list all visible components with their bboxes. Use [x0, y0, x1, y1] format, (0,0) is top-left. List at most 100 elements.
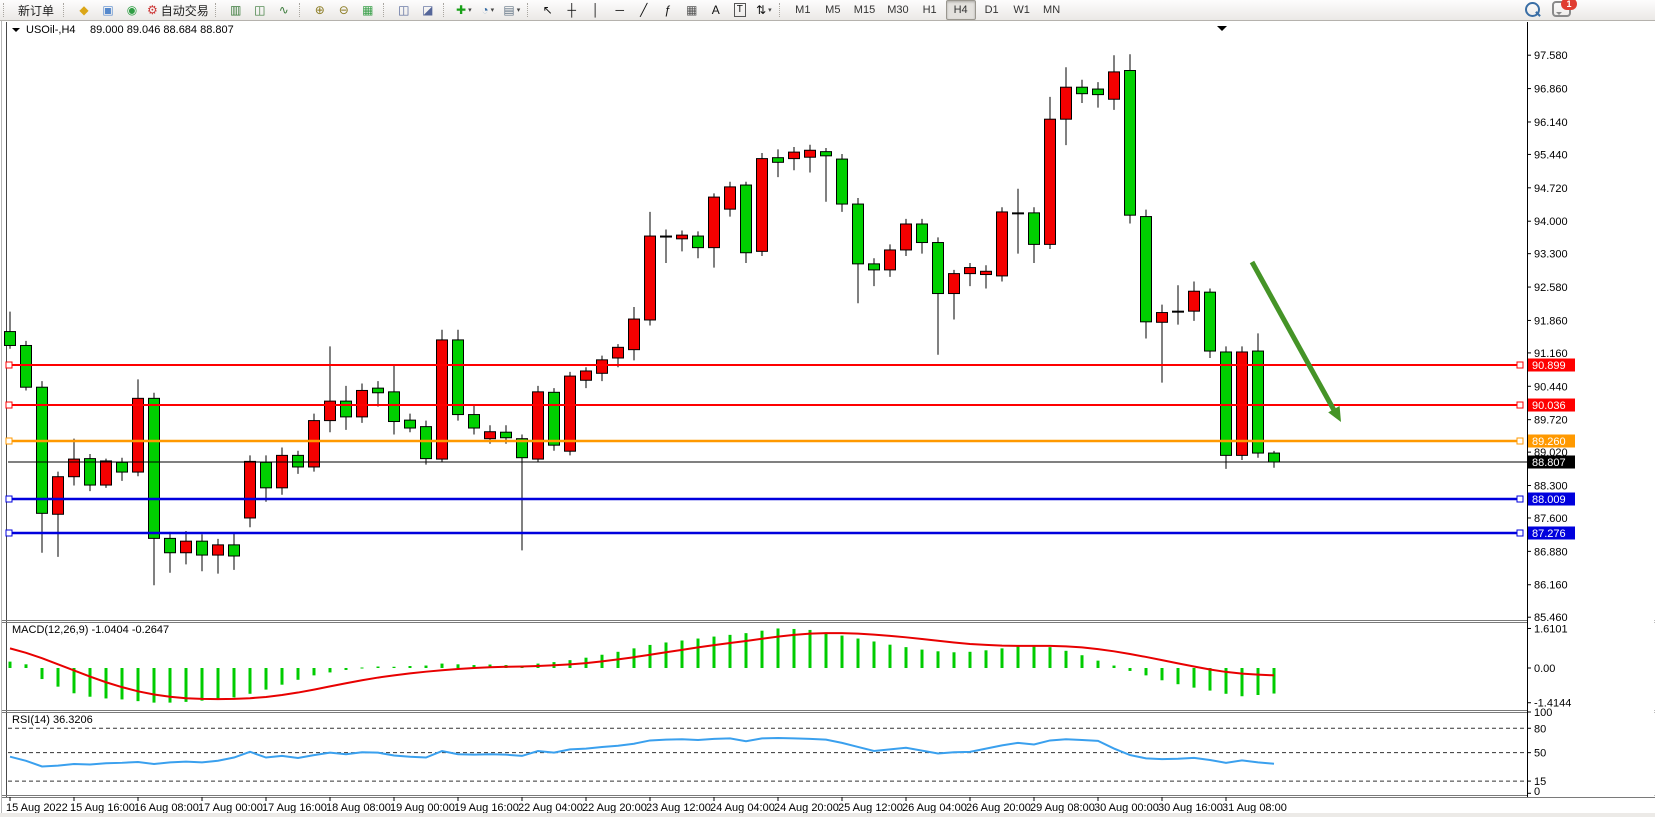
algo-trading-icon[interactable]: ⚙ 自动交易 [145, 1, 211, 19]
chart-shift-marker[interactable] [1217, 26, 1227, 31]
price-tag-label: 88.009 [1532, 494, 1566, 506]
line-anchor-handle[interactable] [1516, 401, 1524, 409]
timeframe-h1[interactable]: H1 [922, 4, 937, 16]
line-anchor-handle[interactable] [5, 401, 13, 409]
vertical-line-icon[interactable]: │ [585, 1, 607, 19]
line-anchor-handle[interactable] [5, 529, 13, 537]
rsi-axis-label: 15 [1534, 776, 1546, 788]
tile-windows-icon[interactable]: ▦ [357, 1, 379, 19]
cursor-icon[interactable]: ↖ [537, 1, 559, 19]
market-watch-icon[interactable]: ◆ [73, 1, 95, 19]
macd-histogram-bar [24, 664, 28, 668]
period-clock-icon[interactable]: ◔ ▾ [477, 1, 499, 19]
candle-body [340, 400, 352, 418]
timeframe-mn[interactable]: MN [1043, 4, 1061, 16]
trendline-icon[interactable]: ╱ [633, 1, 655, 19]
zoom-in-icon[interactable]: ⊕ [309, 1, 331, 19]
macd-histogram-bar [1096, 660, 1100, 668]
macd-title: MACD(12,26,9) -1.0404 -0.2647 [12, 624, 169, 636]
price-tag-label: 89.260 [1532, 436, 1566, 448]
candle-body [292, 454, 304, 468]
candle-body [1268, 452, 1280, 463]
candle-body [1252, 350, 1264, 454]
cascade-charts-icon: ◪ [422, 3, 434, 17]
new-chart-icon[interactable]: ✚ ▾ [453, 1, 475, 19]
candle-body [116, 461, 128, 473]
toolbar-group-grip [63, 3, 69, 17]
arrange-charts-icon[interactable]: ◫ [393, 1, 415, 19]
line-anchor-handle[interactable] [1516, 437, 1524, 445]
price-axis-label: 89.720 [1534, 415, 1568, 427]
horizontal-line-icon[interactable]: ─ [609, 1, 631, 19]
horizontal-line-icon: ─ [615, 3, 625, 17]
candle-body [660, 235, 672, 238]
macd-histogram-bar [776, 628, 780, 668]
macd-histogram-bar [1080, 655, 1084, 668]
line-anchor-handle[interactable] [1516, 529, 1524, 537]
candle-body [836, 158, 848, 205]
candle-body [1060, 86, 1072, 120]
macd-histogram-bar [760, 630, 764, 668]
timeframe-d1[interactable]: D1 [984, 4, 999, 16]
price-axis-label: 90.440 [1534, 381, 1568, 393]
candle-body [564, 375, 576, 452]
navigator-icon[interactable]: ◉ [121, 1, 143, 19]
line-anchor-handle[interactable] [1516, 361, 1524, 369]
notification-badge: 1 [1561, 0, 1577, 10]
chart-menu-triangle-icon[interactable] [12, 28, 20, 32]
time-axis-label: 17 Aug 00:00 [198, 802, 263, 814]
macd-histogram-bar [88, 668, 92, 697]
line-anchor-handle[interactable] [5, 495, 13, 503]
bar-chart-icon: ▥ [230, 3, 242, 17]
zoom-out-icon[interactable]: ⊖ [333, 1, 355, 19]
cascade-charts-icon[interactable]: ◪ [417, 1, 439, 19]
arrows-tool-icon[interactable]: ⇅ ▾ [753, 1, 775, 19]
time-axis-label: 30 Aug 00:00 [1094, 802, 1159, 814]
macd-histogram-bar [1112, 665, 1116, 668]
timeframe-m5[interactable]: M5 [825, 4, 841, 16]
macd-histogram-bar [392, 666, 396, 668]
data-window-icon[interactable]: ▣ [97, 1, 119, 19]
text-tool-icon[interactable]: A [705, 1, 727, 19]
timeframe-m15[interactable]: M15 [853, 4, 876, 16]
candle-body [1172, 310, 1184, 313]
macd-histogram-bar [712, 636, 716, 668]
down-arrow-annotation[interactable] [1249, 260, 1338, 414]
line-chart-icon[interactable]: ∿ [273, 1, 295, 19]
candle-body [612, 346, 624, 359]
price-axis-label: 94.720 [1534, 183, 1568, 195]
grid-pattern-icon[interactable]: ▦ [681, 1, 703, 19]
macd-histogram-bar [1000, 648, 1004, 668]
crosshair-icon[interactable]: ┼ [561, 1, 583, 19]
timeframe-m30[interactable]: M30 [887, 4, 909, 16]
candle-body [884, 249, 896, 271]
bar-chart-icon[interactable]: ▥ [225, 1, 247, 19]
candle-body [484, 431, 496, 440]
new-order-button[interactable]: 新订单 [18, 3, 55, 18]
candle-body [228, 544, 240, 557]
macd-histogram-bar [664, 642, 668, 668]
fibonacci-icon[interactable]: ƒ [657, 1, 679, 19]
macd-histogram-bar [1016, 646, 1020, 668]
chat-notifications-icon[interactable]: 1 [1552, 0, 1577, 17]
timeframe-w1[interactable]: W1 [1013, 4, 1030, 16]
price-tag-label: 88.807 [1532, 457, 1566, 469]
candlestick-chart-icon[interactable]: ◫ [249, 1, 271, 19]
candle-body [868, 263, 880, 271]
trendline-icon: ╱ [640, 3, 648, 17]
chart-template-icon[interactable]: ▤ ▾ [501, 1, 523, 19]
line-anchor-handle[interactable] [5, 437, 13, 445]
search-icon[interactable] [1525, 1, 1540, 17]
timeframe-m1[interactable]: M1 [795, 4, 811, 16]
dropdown-caret-icon: ▾ [768, 7, 772, 14]
price-axis-label: 95.440 [1534, 149, 1568, 161]
text-tool-icon: A [711, 3, 720, 17]
dropdown-caret-icon: ▾ [468, 7, 472, 14]
timeframe-h4[interactable]: H4 [945, 0, 976, 20]
text-label-icon[interactable]: T [729, 1, 751, 19]
time-axis-label: 15 Aug 16:00 [70, 802, 135, 814]
line-anchor-handle[interactable] [5, 361, 13, 369]
line-anchor-handle[interactable] [1516, 495, 1524, 503]
